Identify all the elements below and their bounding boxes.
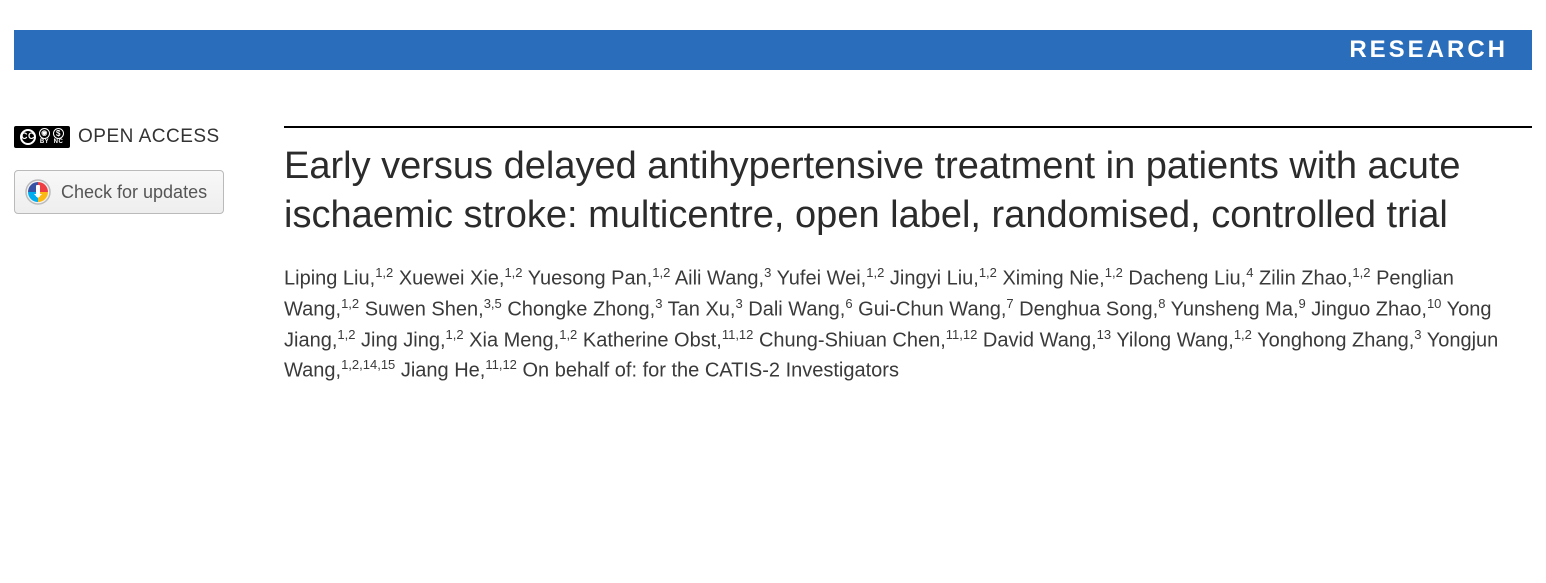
cc-nc-icon: $ NC bbox=[53, 128, 64, 145]
author-name: Zilin Zhao, bbox=[1259, 268, 1352, 290]
author-name: Suwen Shen, bbox=[365, 299, 484, 321]
author-name: Gui-Chun Wang, bbox=[858, 299, 1006, 321]
section-banner-label: RESEARCH bbox=[1349, 36, 1508, 64]
author-affiliation: 4 bbox=[1246, 265, 1253, 280]
author-name: Yuesong Pan, bbox=[528, 268, 653, 290]
sidebar: CC ◉ BY $ NC OPEN ACCESS bbox=[14, 126, 284, 386]
author-affiliation: 1,2 bbox=[866, 265, 884, 280]
crossmark-icon bbox=[25, 179, 51, 205]
open-access-label: OPEN ACCESS bbox=[78, 126, 220, 148]
author-name: Ximing Nie, bbox=[1002, 268, 1104, 290]
author-affiliation: 6 bbox=[845, 296, 852, 311]
author-name: Katherine Obst, bbox=[583, 329, 722, 351]
author-name: Jinguo Zhao, bbox=[1311, 299, 1427, 321]
author-affiliation: 7 bbox=[1006, 296, 1013, 311]
author-name: Denghua Song, bbox=[1019, 299, 1158, 321]
author-affiliation: 11,12 bbox=[485, 357, 517, 372]
author-name: Yonghong Zhang, bbox=[1257, 329, 1414, 351]
author-affiliation: 9 bbox=[1299, 296, 1306, 311]
author-affiliation: 3,5 bbox=[484, 296, 502, 311]
author-affiliation: 13 bbox=[1097, 327, 1111, 342]
author-affiliation: 1,2,14,15 bbox=[341, 357, 395, 372]
author-name: Xuewei Xie, bbox=[399, 268, 505, 290]
author-name: Dacheng Liu, bbox=[1128, 268, 1246, 290]
section-banner: RESEARCH bbox=[14, 30, 1532, 70]
author-affiliation: 1,2 bbox=[337, 327, 355, 342]
author-affiliation: 10 bbox=[1427, 296, 1441, 311]
author-affiliation: 3 bbox=[735, 296, 742, 311]
author-list: Liping Liu,1,2 Xuewei Xie,1,2 Yuesong Pa… bbox=[284, 263, 1532, 386]
article-header: Early versus delayed antihypertensive tr… bbox=[284, 126, 1532, 386]
author-affiliation: 1,2 bbox=[559, 327, 577, 342]
author-affiliation: 1,2 bbox=[652, 265, 670, 280]
author-affiliation: 3 bbox=[764, 265, 771, 280]
author-name: Yunsheng Ma, bbox=[1171, 299, 1299, 321]
author-affiliation: 1,2 bbox=[1234, 327, 1252, 342]
author-affiliation: 1,2 bbox=[341, 296, 359, 311]
author-affiliation: 1,2 bbox=[504, 265, 522, 280]
author-affiliation: 1,2 bbox=[1105, 265, 1123, 280]
author-affiliation: 1,2 bbox=[375, 265, 393, 280]
article-title: Early versus delayed antihypertensive tr… bbox=[284, 142, 1532, 239]
author-name: Dali Wang, bbox=[748, 299, 845, 321]
author-affiliation: 11,12 bbox=[722, 327, 754, 342]
author-affiliation: 1,2 bbox=[1352, 265, 1370, 280]
cc-license-icon: CC ◉ BY $ NC bbox=[14, 126, 70, 148]
author-name: Tan Xu, bbox=[668, 299, 736, 321]
cc-by-icon: ◉ BY bbox=[39, 128, 50, 145]
author-name: Aili Wang, bbox=[675, 268, 764, 290]
author-affiliation: 3 bbox=[655, 296, 662, 311]
author-affiliation: 8 bbox=[1158, 296, 1165, 311]
author-affiliation: 1,2 bbox=[979, 265, 997, 280]
author-affiliation: 1,2 bbox=[446, 327, 464, 342]
author-name: Jing Jing, bbox=[361, 329, 446, 351]
author-name: Liping Liu, bbox=[284, 268, 375, 290]
author-name: Jingyi Liu, bbox=[890, 268, 979, 290]
author-affiliation: 11,12 bbox=[946, 327, 978, 342]
check-for-updates-button[interactable]: Check for updates bbox=[14, 170, 224, 214]
author-name: Yilong Wang, bbox=[1116, 329, 1233, 351]
author-affiliation: 3 bbox=[1414, 327, 1421, 342]
author-name: Yufei Wei, bbox=[777, 268, 867, 290]
author-name: Jiang He, bbox=[401, 360, 486, 382]
author-name: Chongke Zhong, bbox=[507, 299, 655, 321]
on-behalf-text: On behalf of: for the CATIS-2 Investigat… bbox=[522, 360, 898, 382]
open-access-badge: CC ◉ BY $ NC OPEN ACCESS bbox=[14, 126, 264, 148]
cc-text: CC bbox=[20, 129, 36, 145]
author-name: David Wang, bbox=[983, 329, 1097, 351]
author-name: Xia Meng, bbox=[469, 329, 559, 351]
author-name: Chung-Shiuan Chen, bbox=[759, 329, 946, 351]
check-for-updates-label: Check for updates bbox=[61, 182, 207, 203]
content-wrapper: CC ◉ BY $ NC OPEN ACCESS bbox=[14, 126, 1532, 386]
